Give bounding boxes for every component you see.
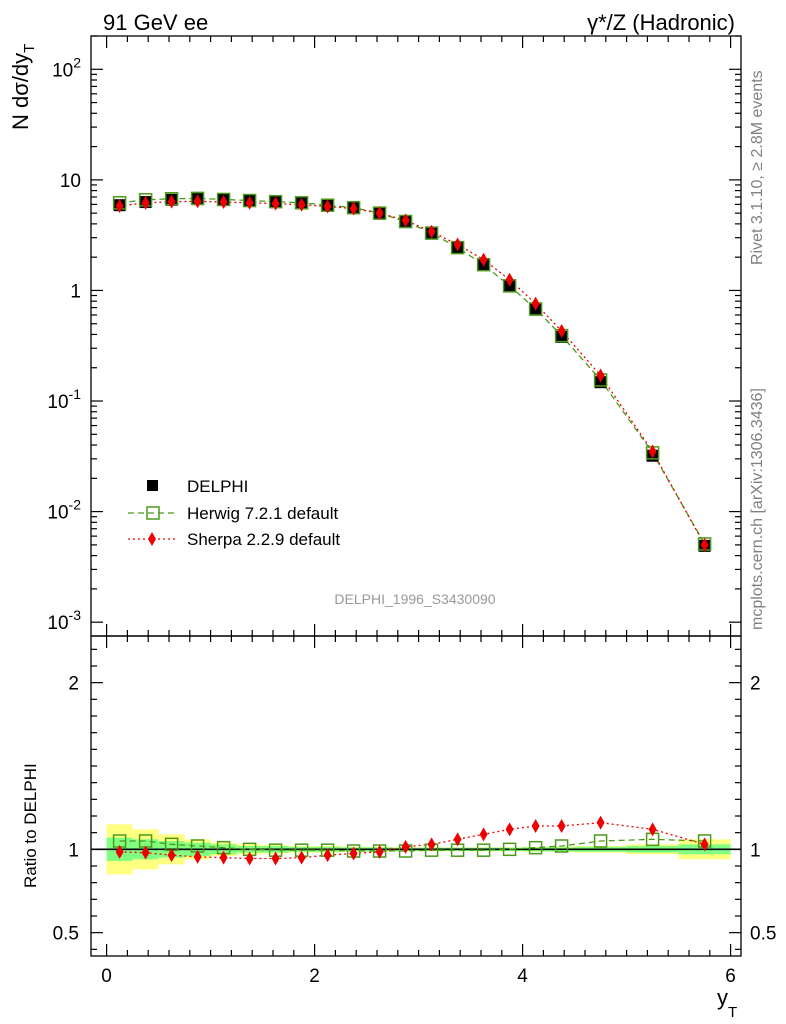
sherpa-ratio-point (323, 848, 332, 863)
sherpa-ratio-point (557, 819, 566, 833)
ratio-axis-title: Ratio to DELPHI (21, 763, 40, 888)
sherpa-ratio-point (531, 819, 540, 833)
legend-marker-delphi (147, 480, 158, 491)
sherpa-ratio-point (479, 827, 488, 842)
sherpa-ratio-point (375, 844, 384, 859)
herwig-ratio-point (593, 834, 608, 848)
x-tick-label: 0 (101, 966, 112, 987)
sherpa-point (375, 206, 384, 221)
y-axis-title-sub: T (21, 44, 38, 53)
ratio-tick-label-left: 0.5 (53, 924, 79, 945)
y-axis-title-main: N dσ/dy (8, 53, 33, 130)
sherpa-point (349, 201, 358, 216)
x-tick-label: 2 (309, 966, 320, 987)
legend-label-sherpa: Sherpa 2.2.9 default (187, 530, 340, 549)
sherpa-point (531, 296, 540, 311)
herwig-ratio-point (528, 840, 543, 855)
sherpa-point (700, 537, 709, 552)
sherpa-point (427, 224, 436, 239)
sherpa-ratio-point (141, 845, 150, 860)
y-tick-label: 10-2 (47, 497, 81, 524)
sherpa-ratio-point (505, 822, 514, 837)
sherpa-point (453, 237, 462, 252)
sherpa-point (401, 213, 410, 228)
ratio-tick-label-right: 1 (750, 840, 761, 861)
mcplots-credit-label: mcplots.cern.ch [arXiv:1306.3436] (749, 388, 766, 630)
sherpa-ratio-point (427, 837, 436, 852)
sherpa-point (219, 195, 228, 210)
sherpa-ratio-point (115, 844, 124, 859)
x-axis-title-main: y (717, 985, 728, 1010)
legend: DELPHI Herwig 7.2.1 default Sherpa 2.2.9… (128, 477, 340, 549)
rivet-version-label: Rivet 3.1.10, ≥ 2.8M events (749, 70, 766, 265)
legend-marker-sherpa (148, 532, 156, 546)
sherpa-point (479, 252, 488, 267)
x-axis-title-sub: T (728, 1004, 737, 1021)
sherpa-point (167, 194, 176, 209)
sherpa-point (505, 272, 514, 287)
y-tick-label: 10-1 (47, 386, 81, 413)
sherpa-point (323, 199, 332, 214)
ratio-tick-label-left: 1 (68, 840, 79, 861)
sherpa-ratio-point (271, 851, 280, 866)
sherpa-point (193, 194, 202, 209)
analysis-watermark: DELPHI_1996_S3430090 (334, 591, 495, 607)
ratio-error-bands (91, 824, 741, 875)
x-tick-label: 6 (725, 966, 736, 987)
sherpa-ratio-point (193, 849, 202, 864)
y-tick-label: 10-3 (47, 607, 81, 634)
sherpa-ratio-point (648, 822, 657, 837)
header-right-label: γ*/Z (Hadronic) (587, 10, 735, 35)
ratio-tick-label-right: 2 (750, 674, 761, 695)
sherpa-point (271, 196, 280, 211)
sherpa-point (245, 195, 254, 210)
sherpa-point (115, 199, 124, 214)
sherpa-ratio-point (297, 850, 306, 865)
legend-marker-herwig (146, 506, 160, 520)
legend-label-delphi: DELPHI (187, 477, 248, 496)
sherpa-ratio-point (453, 832, 462, 847)
sherpa-point (297, 197, 306, 212)
ratio-plot-frame (90, 635, 742, 957)
sherpa-point (557, 323, 566, 338)
y-tick-label: 1 (70, 281, 81, 302)
legend-label-herwig: Herwig 7.2.1 default (187, 504, 338, 523)
herwig-ratio-point (502, 842, 517, 857)
y-tick-label: 102 (52, 54, 81, 81)
x-axis-title: yT (717, 985, 737, 1021)
main-plot-ticks: 10-3 10-2 10-1 1 10 102 (47, 35, 741, 956)
sherpa-ratio-point (349, 846, 358, 861)
herwig-ratio-point (554, 839, 569, 853)
y-tick-label: 10 (60, 171, 81, 192)
herwig-ratio-point (476, 843, 491, 857)
sherpa-ratio-point (401, 839, 410, 854)
sherpa-point (141, 195, 150, 210)
y-axis-title: N dσ/dyT (8, 44, 38, 130)
sherpa-ratio-point (167, 848, 176, 863)
sherpa-ratio-point (596, 815, 605, 830)
sherpa-point (648, 444, 657, 459)
series-layer (112, 191, 712, 866)
x-tick-label: 4 (517, 966, 528, 987)
sherpa-ratio-point (245, 851, 254, 866)
ratio-tick-label-right: 0.5 (750, 924, 776, 945)
ratio-tick-label-left: 2 (68, 674, 79, 695)
sherpa-ratio-point (700, 837, 709, 852)
sherpa-ratio-point (219, 850, 228, 865)
header-left-label: 91 GeV ee (103, 10, 208, 35)
ratio-plot-ticks: 0 2 4 6 0.5 0.5 1 1 2 2 (53, 36, 776, 987)
sherpa-point (596, 368, 605, 383)
